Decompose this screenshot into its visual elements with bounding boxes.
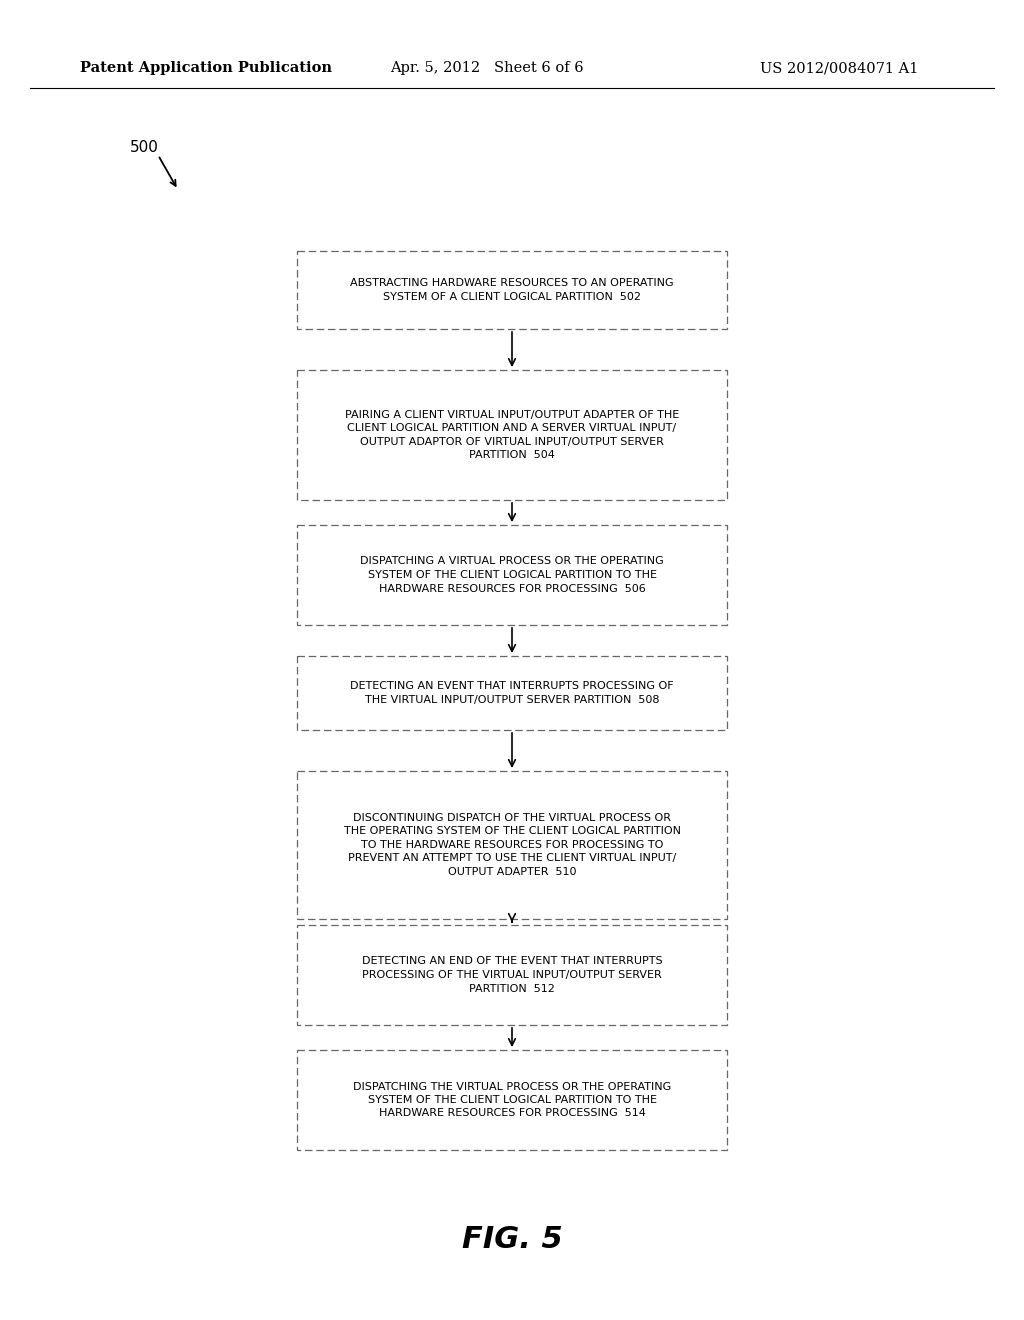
Text: HARDWARE RESOURCES FOR PROCESSING  514: HARDWARE RESOURCES FOR PROCESSING 514: [379, 1109, 645, 1118]
Text: Apr. 5, 2012   Sheet 6 of 6: Apr. 5, 2012 Sheet 6 of 6: [390, 61, 584, 75]
Text: PARTITION  504: PARTITION 504: [469, 450, 555, 461]
Text: TO THE HARDWARE RESOURCES FOR PROCESSING TO: TO THE HARDWARE RESOURCES FOR PROCESSING…: [360, 840, 664, 850]
Bar: [297, 370, 727, 500]
Text: FIG. 5: FIG. 5: [462, 1225, 562, 1254]
Text: THE VIRTUAL INPUT/OUTPUT SERVER PARTITION  508: THE VIRTUAL INPUT/OUTPUT SERVER PARTITIO…: [365, 694, 659, 705]
Text: Patent Application Publication: Patent Application Publication: [80, 61, 332, 75]
Text: OUTPUT ADAPTER  510: OUTPUT ADAPTER 510: [447, 867, 577, 876]
Text: PREVENT AN ATTEMPT TO USE THE CLIENT VIRTUAL INPUT/: PREVENT AN ATTEMPT TO USE THE CLIENT VIR…: [348, 854, 676, 863]
Text: SYSTEM OF THE CLIENT LOGICAL PARTITION TO THE: SYSTEM OF THE CLIENT LOGICAL PARTITION T…: [368, 570, 656, 579]
Bar: [297, 251, 727, 329]
Text: THE OPERATING SYSTEM OF THE CLIENT LOGICAL PARTITION: THE OPERATING SYSTEM OF THE CLIENT LOGIC…: [343, 826, 681, 837]
Bar: [297, 771, 727, 919]
Bar: [297, 525, 727, 624]
Text: DISPATCHING THE VIRTUAL PROCESS OR THE OPERATING: DISPATCHING THE VIRTUAL PROCESS OR THE O…: [353, 1081, 671, 1092]
Text: DISPATCHING A VIRTUAL PROCESS OR THE OPERATING: DISPATCHING A VIRTUAL PROCESS OR THE OPE…: [360, 557, 664, 566]
Text: OUTPUT ADAPTOR OF VIRTUAL INPUT/OUTPUT SERVER: OUTPUT ADAPTOR OF VIRTUAL INPUT/OUTPUT S…: [360, 437, 664, 446]
Bar: [297, 1049, 727, 1150]
Text: SYSTEM OF THE CLIENT LOGICAL PARTITION TO THE: SYSTEM OF THE CLIENT LOGICAL PARTITION T…: [368, 1096, 656, 1105]
Text: SYSTEM OF A CLIENT LOGICAL PARTITION  502: SYSTEM OF A CLIENT LOGICAL PARTITION 502: [383, 292, 641, 302]
Text: CLIENT LOGICAL PARTITION AND A SERVER VIRTUAL INPUT/: CLIENT LOGICAL PARTITION AND A SERVER VI…: [347, 424, 677, 433]
Bar: [297, 925, 727, 1026]
Text: HARDWARE RESOURCES FOR PROCESSING  506: HARDWARE RESOURCES FOR PROCESSING 506: [379, 583, 645, 594]
Text: US 2012/0084071 A1: US 2012/0084071 A1: [760, 61, 919, 75]
Text: 500: 500: [130, 140, 159, 156]
Text: PARTITION  512: PARTITION 512: [469, 983, 555, 994]
Text: PROCESSING OF THE VIRTUAL INPUT/OUTPUT SERVER: PROCESSING OF THE VIRTUAL INPUT/OUTPUT S…: [362, 970, 662, 979]
Text: PAIRING A CLIENT VIRTUAL INPUT/OUTPUT ADAPTER OF THE: PAIRING A CLIENT VIRTUAL INPUT/OUTPUT AD…: [345, 409, 679, 420]
Text: ABSTRACTING HARDWARE RESOURCES TO AN OPERATING: ABSTRACTING HARDWARE RESOURCES TO AN OPE…: [350, 279, 674, 288]
Text: DETECTING AN EVENT THAT INTERRUPTS PROCESSING OF: DETECTING AN EVENT THAT INTERRUPTS PROCE…: [350, 681, 674, 692]
Text: DETECTING AN END OF THE EVENT THAT INTERRUPTS: DETECTING AN END OF THE EVENT THAT INTER…: [361, 957, 663, 966]
Text: DISCONTINUING DISPATCH OF THE VIRTUAL PROCESS OR: DISCONTINUING DISPATCH OF THE VIRTUAL PR…: [353, 813, 671, 822]
Bar: [297, 656, 727, 730]
